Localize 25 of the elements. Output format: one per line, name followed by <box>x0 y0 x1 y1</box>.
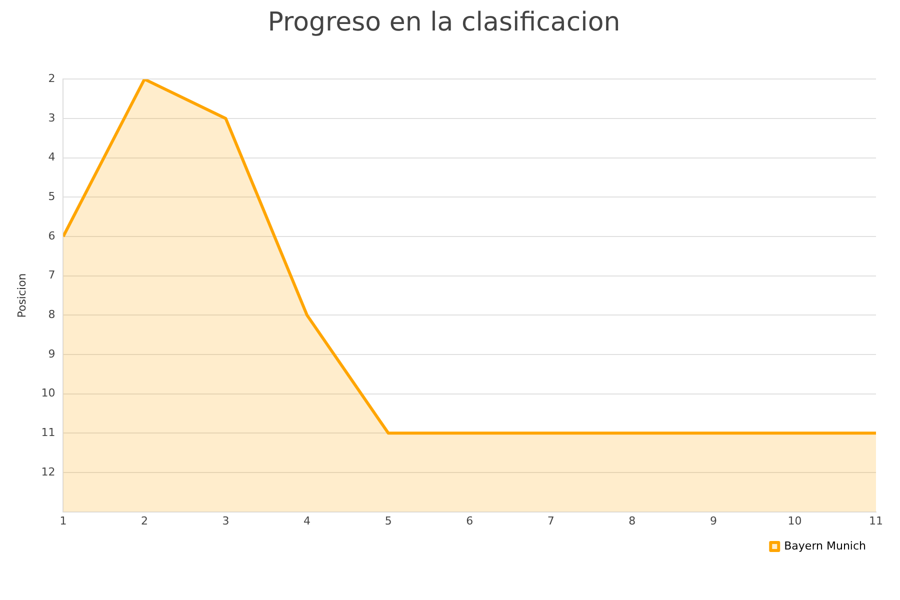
x-tick-label: 8 <box>628 514 636 528</box>
x-tick-label: 10 <box>788 514 802 528</box>
y-axis-title: Posicion <box>15 273 28 318</box>
y-tick-label: 8 <box>48 308 56 322</box>
y-tick-label: 2 <box>48 72 56 86</box>
y-tick-label: 3 <box>48 111 56 124</box>
x-tick-label: 6 <box>466 514 474 528</box>
y-tick-label: 6 <box>48 229 56 242</box>
chart-title: Progreso en la clasificacion <box>268 7 620 38</box>
y-tick-label: 10 <box>41 386 56 400</box>
x-tick-label: 2 <box>140 514 148 528</box>
y-tick-label: 4 <box>48 150 56 164</box>
x-tick-label: 11 <box>869 514 883 528</box>
x-tick-label: 3 <box>222 514 230 528</box>
y-tick-label: 11 <box>41 426 56 440</box>
x-tick-label: 9 <box>710 514 717 528</box>
y-tick-label: 12 <box>41 465 56 478</box>
x-tick-label: 5 <box>384 514 392 528</box>
x-tick-label: 4 <box>304 514 311 528</box>
y-tick-label: 7 <box>48 268 56 282</box>
legend-label: Bayern Munich <box>784 539 866 552</box>
y-tick-label: 5 <box>48 190 56 204</box>
x-tick-label: 1 <box>60 514 67 528</box>
y-tick-label: 9 <box>48 347 56 360</box>
x-tick-label: 7 <box>547 514 554 528</box>
